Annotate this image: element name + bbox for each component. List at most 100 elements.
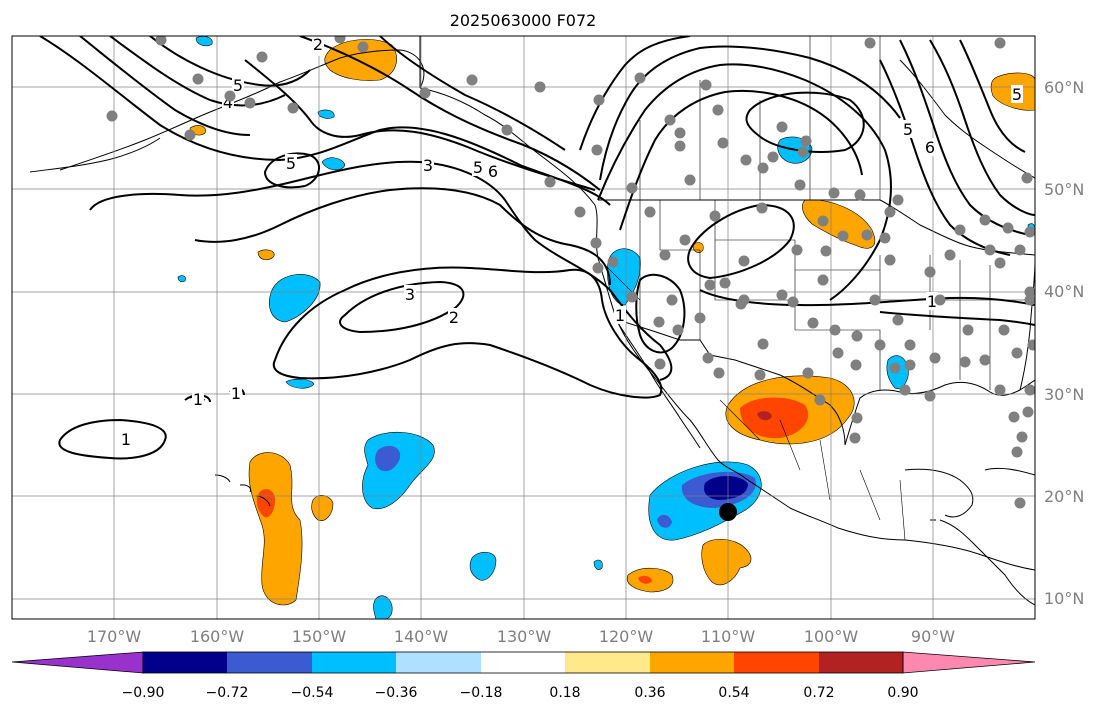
colorbar-tick: −0.36 [375, 685, 418, 701]
station-marker [738, 255, 750, 267]
contour-label-bg [902, 120, 914, 138]
station-marker [994, 257, 1006, 269]
coastline-cuba [984, 467, 1035, 476]
station-marker [719, 277, 731, 289]
colorbar-tick: −0.90 [122, 685, 165, 701]
shade-negative-small-2 [373, 595, 393, 619]
station-marker [929, 352, 941, 364]
contour-trough-4 [579, 36, 691, 151]
contour-label: 5 [286, 154, 296, 173]
station-marker [700, 79, 712, 91]
station-marker [954, 224, 966, 236]
contour-label: 1 [193, 390, 203, 409]
shade-negative-small-7 [593, 559, 603, 570]
shade-negative-central-pac-core [375, 445, 401, 472]
contour-label-bg [924, 138, 936, 156]
station-marker [861, 229, 873, 241]
contour-label-bg [1011, 85, 1023, 103]
colorbar-level [819, 652, 903, 673]
station-marker [735, 298, 747, 310]
lat-label: 30°N [1044, 385, 1084, 404]
contour-label: 5 [233, 76, 243, 95]
station-marker [791, 244, 803, 256]
station-marker [884, 254, 896, 266]
contour-label-bg [422, 156, 434, 174]
station-marker [994, 384, 1006, 396]
station-marker [837, 230, 849, 242]
station-marker [767, 151, 779, 163]
latitude-axis: 60°N 50°N 40°N 30°N 20°N 10°N [1044, 78, 1084, 608]
station-marker [904, 359, 916, 371]
contour-label: 1 [615, 306, 625, 325]
station-marker [679, 234, 691, 246]
lat-label: 60°N [1044, 78, 1084, 97]
contour-label-bg [285, 154, 297, 172]
station-marker [979, 354, 991, 366]
station-marker [864, 37, 876, 49]
station-marker [192, 73, 204, 85]
station-marker [287, 102, 299, 114]
contour-2-pacific [272, 266, 663, 399]
coastline-yucatan [904, 468, 974, 518]
contour-canada-east-1 [879, 59, 1011, 256]
station-marker [899, 384, 911, 396]
station-marker [814, 394, 826, 406]
lat-label: 20°N [1044, 487, 1084, 506]
contour-label-bg [230, 384, 242, 402]
contour-label: 1 [927, 292, 937, 311]
contour-label-bg [404, 285, 416, 303]
station-marker [879, 232, 891, 244]
station-marker [757, 162, 769, 174]
contour-label-bg [472, 158, 484, 176]
coastlines-borders [29, 36, 1035, 606]
station-marker [832, 347, 844, 359]
station-marker [666, 294, 678, 306]
station-marker [787, 296, 799, 308]
longitude-axis: 170°W 160°W 150°W 140°W 130°W 120°W 110°… [87, 627, 955, 646]
lon-label: 170°W [87, 627, 142, 646]
coastline-aleutians [29, 137, 161, 173]
station-marker [817, 215, 829, 227]
station-marker [849, 432, 861, 444]
station-marker [713, 367, 725, 379]
station-marker [1022, 406, 1034, 418]
station-marker [644, 206, 656, 218]
contour-label: 1 [231, 384, 241, 403]
station-marker [1027, 339, 1035, 351]
contour-canada-east-2 [899, 39, 1031, 236]
colorbar-level [734, 652, 819, 673]
colorbar-extend-over [902, 651, 1036, 674]
station-marker [776, 289, 788, 301]
station-marker [817, 274, 829, 286]
station-marker [534, 81, 546, 93]
station-marker [924, 390, 936, 402]
storm-center-marker [719, 503, 737, 521]
station-marker [544, 176, 556, 188]
colorbar-tick: 0.72 [803, 685, 834, 701]
contour-canada-east-3 [929, 39, 1035, 216]
station-marker [892, 314, 904, 326]
contour-alaska-ridge-2 [379, 36, 566, 151]
station-marker [802, 367, 814, 379]
station-marker [466, 74, 478, 86]
station-marker [1016, 431, 1028, 443]
shade-positive-epac-2-core [638, 575, 652, 584]
station-marker [694, 312, 706, 324]
station-marker [664, 114, 676, 126]
shade-negative-small-4 [321, 157, 346, 171]
contour-label-bg [614, 306, 626, 324]
shade-negative-small-1 [469, 551, 497, 581]
shade-negative-small-5 [317, 109, 335, 119]
colorbar-level [650, 652, 734, 673]
shade-negative-small-3 [285, 378, 315, 389]
contour-label: 2 [313, 35, 323, 54]
colorbar-level [481, 652, 565, 673]
station-marker [776, 121, 788, 133]
station-marker [634, 72, 646, 84]
station-marker [994, 37, 1006, 49]
contour-label: 5 [1012, 85, 1022, 104]
station-marker [797, 146, 809, 158]
contour-alaska-ridge-1 [299, 36, 601, 191]
